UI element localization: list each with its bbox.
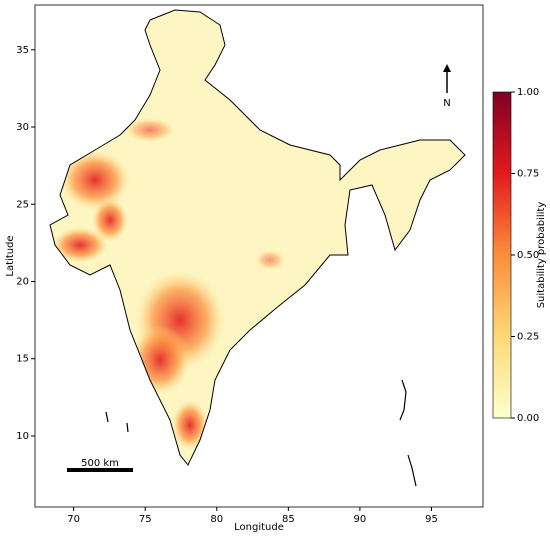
x-tick-label: 80 [210,514,223,525]
y-tick-label: 30 [16,122,29,133]
x-tick-label: 95 [425,514,438,525]
colorbar-tick-label: 0.25 [517,332,539,343]
scale-bar: 500 km [67,458,133,472]
colorbar-tick-label: 0.50 [517,250,539,261]
y-tick-label: 25 [16,199,29,210]
colorbar [492,91,512,419]
colorbar-tick-label: 0.00 [517,413,539,424]
y-tick-label: 15 [16,354,29,365]
colorbar-tick-label: 0.75 [517,169,539,180]
north-arrow: N [443,64,451,109]
colorbar-tick-label: 1.00 [517,87,539,98]
y-tick-label: 20 [16,276,29,287]
x-tick-label: 75 [139,514,152,525]
x-axis-label: Longitude [234,522,284,533]
y-tick-label: 35 [16,45,29,56]
y-axis-label: Latitude [5,235,16,276]
x-tick-label: 70 [67,514,80,525]
colorbar-label: Suitability probability [536,202,547,309]
scale-bar-label: 500 km [81,458,119,469]
y-tick-label: 10 [16,431,29,442]
india-map [49,9,466,487]
x-tick-label: 90 [354,514,367,525]
x-tick-label: 85 [282,514,295,525]
north-label: N [443,98,450,109]
